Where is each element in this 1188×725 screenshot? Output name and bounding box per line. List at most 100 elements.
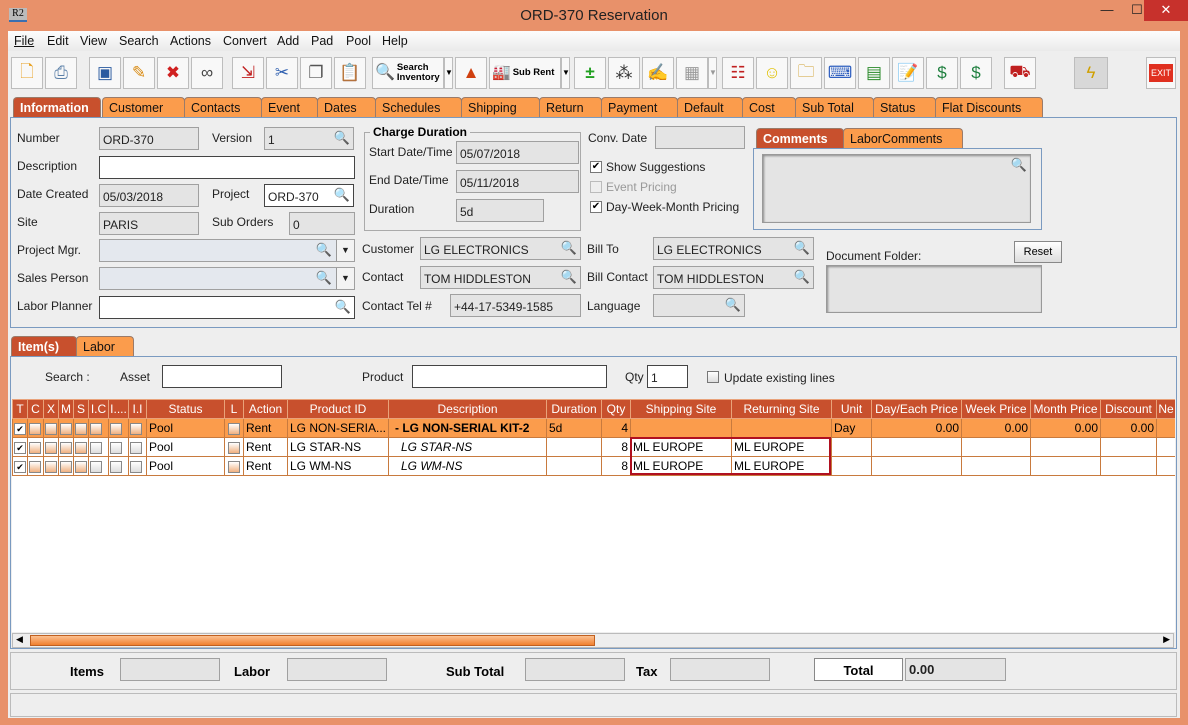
status-cell[interactable]: Pool bbox=[146, 437, 225, 457]
product-id-cell[interactable]: LG NON-SERIA... bbox=[287, 418, 389, 438]
lock-checkbox[interactable] bbox=[228, 460, 240, 473]
minimize-button[interactable]: — bbox=[1100, 2, 1114, 17]
qty-input[interactable]: 1 bbox=[647, 365, 688, 388]
row-checkbox[interactable] bbox=[90, 441, 102, 454]
search-icon[interactable]: 🔍 bbox=[793, 269, 810, 284]
table-row[interactable]: ✔ Pool Rent LG WM-NS LG WM-NS 8 ML EUROPE ML EU… bbox=[12, 456, 1175, 476]
product-id-cell[interactable]: LG WM-NS bbox=[287, 456, 389, 476]
qty-cell[interactable]: 4 bbox=[601, 418, 631, 438]
delete-icon[interactable]: ✖ bbox=[157, 57, 189, 89]
column-header[interactable]: Month Price bbox=[1030, 399, 1101, 419]
row-checkbox[interactable] bbox=[75, 441, 87, 454]
row-flag-cell[interactable] bbox=[58, 437, 74, 457]
money-forward-icon[interactable]: $ bbox=[926, 57, 958, 89]
row-checkbox[interactable] bbox=[90, 460, 102, 473]
column-header[interactable]: Week Price bbox=[961, 399, 1031, 419]
scroll-left-icon[interactable]: ◀ bbox=[16, 634, 23, 644]
row-flag-cell[interactable] bbox=[108, 418, 129, 438]
row-checkbox[interactable] bbox=[110, 460, 122, 473]
tab-customer[interactable]: Customer bbox=[102, 97, 185, 117]
tab-flat-discounts[interactable]: Flat Discounts bbox=[935, 97, 1043, 117]
month-price-cell[interactable]: 0.00 bbox=[1030, 418, 1101, 438]
row-checkbox[interactable]: ✔ bbox=[14, 441, 26, 454]
horizontal-scrollbar[interactable]: ◀ ▶ bbox=[12, 633, 1174, 648]
document-folder-box[interactable] bbox=[826, 265, 1042, 313]
column-header[interactable]: I.I bbox=[128, 399, 147, 419]
search-icon[interactable]: 🔍 bbox=[333, 130, 350, 145]
tab-default[interactable]: Default bbox=[677, 97, 743, 117]
week-price-cell[interactable] bbox=[961, 437, 1031, 457]
search-icon[interactable]: 🔍 bbox=[334, 299, 351, 314]
shipping-cell[interactable]: ML EUROPE bbox=[630, 456, 732, 476]
row-flag-cell[interactable] bbox=[58, 418, 74, 438]
binoculars-icon[interactable]: ∞ bbox=[191, 57, 223, 89]
column-header[interactable]: Returning Site bbox=[731, 399, 832, 419]
search-icon[interactable]: 🔍 bbox=[315, 270, 332, 285]
row-flag-cell[interactable] bbox=[88, 456, 109, 476]
column-header[interactable]: I.C bbox=[88, 399, 109, 419]
discount-cell[interactable] bbox=[1100, 437, 1157, 457]
ne-cell[interactable] bbox=[1156, 456, 1175, 476]
unit-cell[interactable] bbox=[831, 437, 872, 457]
show-suggestions-checkbox[interactable]: ✔ bbox=[590, 161, 602, 173]
duration-cell[interactable]: 5d bbox=[546, 418, 602, 438]
sub-rent-dropdown[interactable]: ▼ bbox=[561, 57, 570, 89]
column-header[interactable]: Discount bbox=[1100, 399, 1157, 419]
form-edit-icon[interactable]: 📝 bbox=[892, 57, 924, 89]
tab-information[interactable]: Information bbox=[13, 97, 101, 117]
status-cell[interactable]: Pool bbox=[146, 418, 225, 438]
duration-cell[interactable] bbox=[546, 456, 602, 476]
column-header[interactable]: Shipping Site bbox=[630, 399, 732, 419]
tab-dates[interactable]: Dates bbox=[317, 97, 376, 117]
row-checkbox[interactable]: ✔ bbox=[14, 422, 26, 435]
returning-cell[interactable] bbox=[731, 418, 832, 438]
exit-button[interactable]: EXIT bbox=[1146, 57, 1176, 89]
column-header[interactable]: Description bbox=[388, 399, 547, 419]
print-icon[interactable]: ⎙ bbox=[45, 57, 77, 89]
discount-cell[interactable] bbox=[1100, 456, 1157, 476]
labor-planner-input[interactable]: 🔍 bbox=[99, 296, 355, 319]
row-checkbox[interactable] bbox=[130, 460, 142, 473]
column-header[interactable]: T bbox=[12, 399, 28, 419]
unit-cell[interactable] bbox=[831, 456, 872, 476]
shipping-cell[interactable] bbox=[630, 418, 732, 438]
search-icon[interactable]: 🔍 bbox=[315, 242, 332, 257]
menu-edit[interactable]: Edit bbox=[47, 34, 69, 48]
month-price-cell[interactable] bbox=[1030, 437, 1101, 457]
calendar-dropdown[interactable]: ▼ bbox=[708, 57, 717, 89]
status-cell[interactable]: Pool bbox=[146, 456, 225, 476]
search-icon[interactable]: 🔍 bbox=[560, 269, 577, 284]
tab-items[interactable]: Item(s) bbox=[11, 336, 77, 356]
menu-search[interactable]: Search bbox=[119, 34, 159, 48]
description-cell[interactable]: LG WM-NS bbox=[388, 456, 547, 476]
close-button[interactable]: ✕ bbox=[1144, 0, 1188, 21]
notepad-edit-icon[interactable]: ✍ bbox=[642, 57, 674, 89]
smiley-icon[interactable]: ☺ bbox=[756, 57, 788, 89]
column-header[interactable]: C bbox=[27, 399, 44, 419]
save-icon[interactable]: ▣ bbox=[89, 57, 121, 89]
column-header[interactable]: Ne bbox=[1156, 399, 1175, 419]
stack-icon[interactable]: ▤ bbox=[858, 57, 890, 89]
tab-shipping[interactable]: Shipping bbox=[461, 97, 540, 117]
truck-icon[interactable]: ⛟ bbox=[1004, 57, 1036, 89]
menu-convert[interactable]: Convert bbox=[223, 34, 267, 48]
scrollbar-thumb[interactable] bbox=[30, 635, 595, 646]
calendar-icon[interactable]: ▦ bbox=[676, 57, 708, 89]
row-flag-cell[interactable] bbox=[73, 437, 89, 457]
column-header[interactable]: Duration bbox=[546, 399, 602, 419]
chevron-down-icon[interactable]: ▼ bbox=[336, 240, 354, 261]
tab-status[interactable]: Status bbox=[873, 97, 936, 117]
project-mgr-select[interactable]: 🔍 ▼ bbox=[99, 239, 355, 262]
week-price-cell[interactable] bbox=[961, 456, 1031, 476]
tab-schedules[interactable]: Schedules bbox=[375, 97, 462, 117]
unit-cell[interactable]: Day bbox=[831, 418, 872, 438]
row-flag-cell[interactable]: ✔ bbox=[12, 418, 28, 438]
tab-contacts[interactable]: Contacts bbox=[184, 97, 262, 117]
copy-transfer-icon[interactable]: ⇲ bbox=[232, 57, 264, 89]
copy-icon[interactable]: ❐ bbox=[300, 57, 332, 89]
chevron-down-icon[interactable]: ▼ bbox=[336, 268, 354, 289]
folder-clock-icon[interactable]: 🗀 bbox=[790, 57, 822, 89]
tab-labor[interactable]: Labor bbox=[76, 336, 134, 356]
tab-payment[interactable]: Payment bbox=[601, 97, 678, 117]
ne-cell[interactable] bbox=[1156, 437, 1175, 457]
